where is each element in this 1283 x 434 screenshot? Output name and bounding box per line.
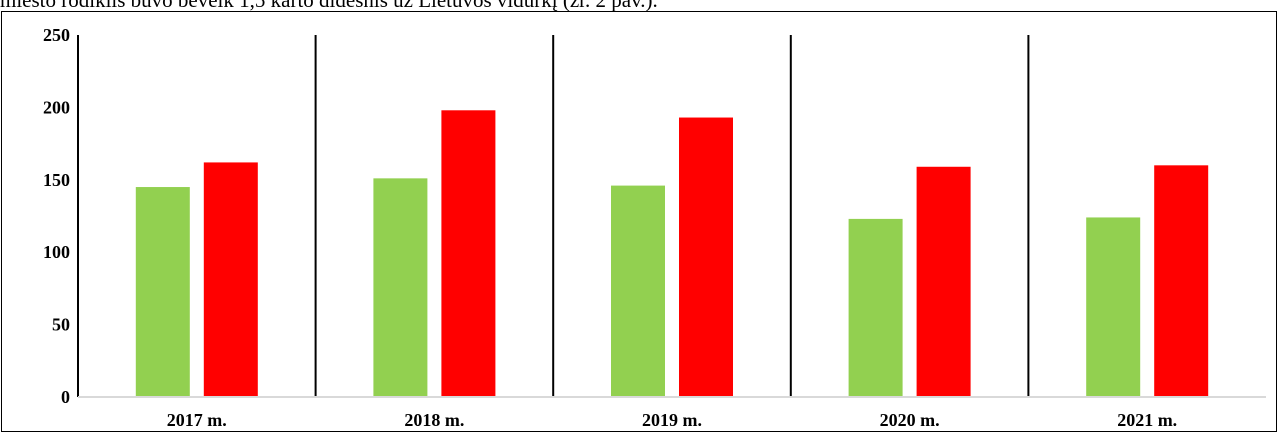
bar-series-2-5: [1154, 165, 1209, 397]
x-axis-ticks: 2017 m. 2018 m. 2019 m. 2020 m. 2021 m.: [167, 410, 1177, 430]
bar-series-2-1: [203, 162, 258, 397]
bar-series-2-2: [441, 110, 496, 398]
x-tick-label: 2018 m.: [404, 410, 464, 430]
y-axis-ticks: 0 50 100 150 200 250: [43, 25, 70, 407]
bar-series-1-4: [848, 218, 903, 397]
y-tick-label: 200: [43, 97, 70, 117]
bar-series-1-3: [611, 185, 665, 397]
x-tick-label: 2020 m.: [880, 410, 940, 430]
y-tick-label: 0: [61, 387, 70, 407]
y-tick-label: 100: [43, 242, 70, 262]
bar-series-1-5: [1086, 217, 1141, 397]
category-separators: [77, 35, 1030, 397]
y-tick-label: 250: [43, 25, 70, 45]
bar-series-2-4: [916, 166, 971, 397]
bar-series-1-1: [135, 187, 190, 397]
bar-series-2-3: [679, 117, 733, 397]
x-tick-label: 2019 m.: [642, 410, 702, 430]
x-tick-label: 2021 m.: [1117, 410, 1177, 430]
y-tick-label: 150: [43, 170, 70, 190]
caption-text: miesto rodiklis buvo beveik 1,5 karto di…: [0, 0, 658, 12]
y-tick-label: 50: [52, 315, 70, 335]
bars: [135, 110, 1209, 398]
bar-series-1-2: [373, 178, 428, 397]
x-tick-label: 2017 m.: [167, 410, 227, 430]
